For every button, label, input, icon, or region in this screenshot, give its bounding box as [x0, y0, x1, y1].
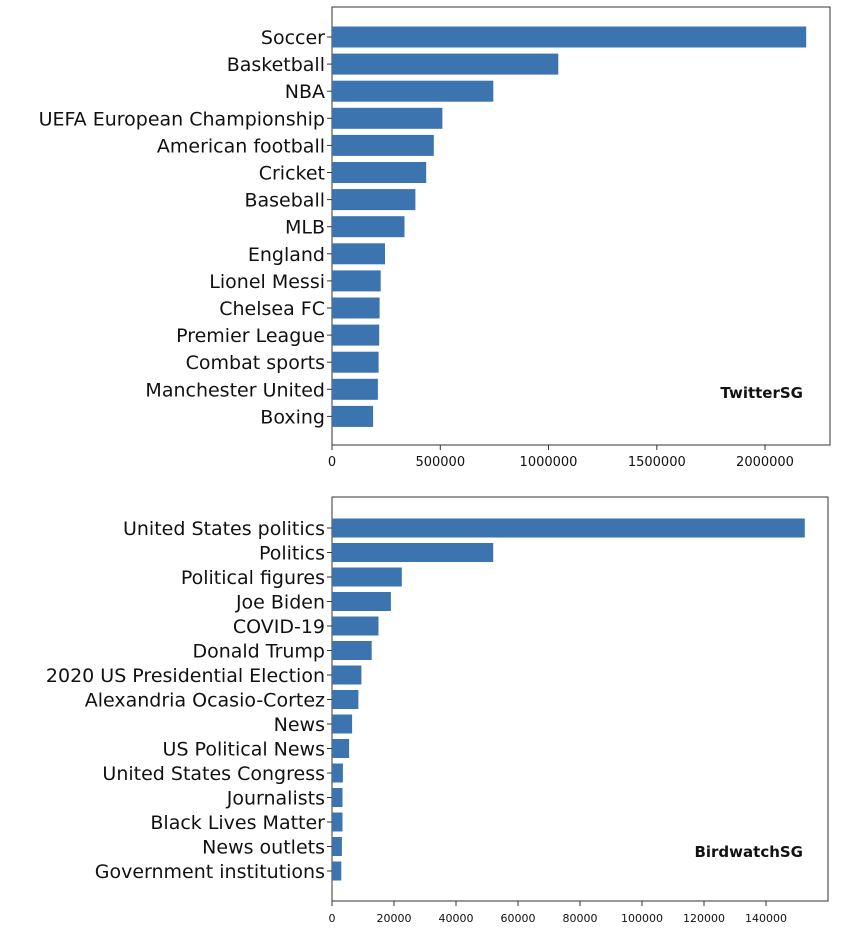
bar: [332, 26, 807, 48]
category-label: Soccer: [261, 27, 325, 49]
bar: [332, 162, 427, 183]
category-label: MLB: [285, 217, 325, 239]
bar: [332, 543, 494, 562]
x-tick-label: 60000: [501, 912, 536, 925]
bar: [332, 690, 359, 709]
x-tick-label: 40000: [439, 912, 474, 925]
dataset-label: TwitterSG: [720, 384, 803, 402]
bar: [332, 641, 372, 660]
x-tick-label: 0: [328, 455, 336, 470]
category-label: Political figures: [181, 567, 325, 589]
bar-group: [332, 518, 805, 881]
category-label: Chelsea FC: [219, 298, 325, 320]
category-label: Manchester United: [145, 379, 325, 401]
bar: [332, 80, 494, 102]
bar: [332, 861, 342, 881]
x-tick-label: 2000000: [736, 455, 794, 470]
bar: [332, 270, 381, 292]
category-label: England: [248, 244, 325, 266]
x-tick-label: 1500000: [628, 455, 686, 470]
category-label: Combat sports: [186, 352, 325, 374]
chart-twittersg: Soccer Basketball NBA UEFA European Champio…: [39, 6, 831, 470]
x-tick-label: 500000: [415, 455, 465, 470]
category-label: 2020 US Presidential Election: [46, 665, 325, 687]
bar: [332, 405, 374, 427]
x-tick-label: 0: [329, 912, 336, 925]
category-label: News: [274, 714, 325, 736]
category-label: News outlets: [202, 837, 325, 859]
x-tick-label: 1000000: [520, 455, 578, 470]
category-label: US Political News: [163, 739, 325, 761]
category-labels: Soccer Basketball NBA UEFA European Champio…: [39, 27, 332, 428]
x-tick-label: 120000: [683, 912, 725, 925]
bar: [332, 763, 343, 783]
category-label: Government institutions: [95, 861, 325, 883]
category-label: Lionel Messi: [209, 271, 325, 293]
category-label: Journalists: [226, 788, 325, 810]
x-axis-ticks: 0 500000 1000000 1500000 2000000: [328, 445, 794, 470]
dataset-label: BirdwatchSG: [694, 843, 803, 861]
category-label: Boxing: [260, 406, 325, 428]
category-label: Donald Trump: [192, 641, 325, 663]
bar-group: [332, 26, 807, 427]
x-tick-label: 80000: [563, 912, 598, 925]
category-label: United States politics: [123, 518, 325, 540]
category-labels: United States politics PoliticsPolitical …: [46, 518, 332, 883]
bar: [332, 665, 362, 685]
bar: [332, 297, 380, 319]
category-label: UEFA European Championship: [39, 108, 325, 130]
category-label: Joe Biden: [235, 592, 325, 614]
x-tick-label: 100000: [621, 912, 663, 925]
bar: [332, 351, 379, 373]
category-label: Premier League: [176, 325, 325, 347]
bar: [332, 243, 385, 265]
bar: [332, 812, 343, 832]
bar: [332, 53, 559, 75]
category-label: Cricket: [259, 163, 325, 185]
bar: [332, 189, 416, 211]
category-label: United States Congress: [102, 763, 325, 785]
bar: [332, 107, 443, 129]
bar: [332, 837, 342, 856]
bar: [332, 567, 402, 587]
x-tick-label: 20000: [377, 912, 412, 925]
bar: [332, 324, 380, 346]
x-tick-label: 140000: [745, 912, 787, 925]
x-axis-ticks: 0 20000 40000 60000 80000 100000 120000 140000: [329, 901, 787, 925]
category-label: Baseball: [244, 190, 325, 212]
category-label: American football: [157, 135, 325, 157]
chart-birdwatchsg: United States politics PoliticsPolitical …: [46, 496, 829, 925]
category-label: NBA: [285, 81, 325, 103]
category-label: Basketball: [227, 54, 325, 76]
bar: [332, 788, 343, 807]
category-label: COVID-19: [233, 616, 325, 638]
bar: [332, 378, 378, 400]
bar: [332, 714, 353, 734]
bar: [332, 592, 391, 611]
category-label: Politics: [259, 543, 325, 565]
category-label: Alexandria Ocasio-Cortez: [85, 690, 325, 712]
bar: [332, 518, 805, 538]
bar: [332, 216, 405, 238]
bar: [332, 134, 434, 156]
category-label: Black Lives Matter: [150, 812, 325, 834]
bar: [332, 616, 379, 636]
bar: [332, 739, 350, 758]
